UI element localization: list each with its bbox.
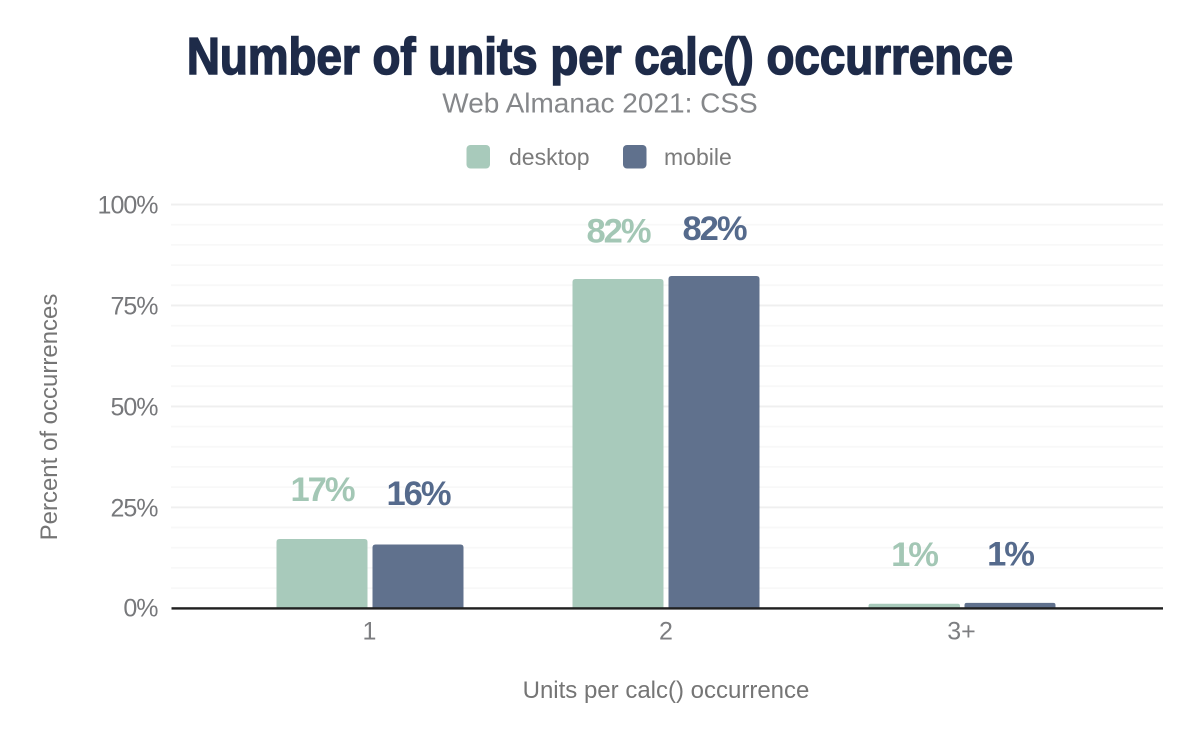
svg-text:Units per calc() occurrence: Units per calc() occurrence <box>523 677 810 704</box>
svg-text:25%: 25% <box>110 494 158 522</box>
svg-text:mobile: mobile <box>664 144 732 170</box>
svg-text:17%: 17% <box>290 471 354 509</box>
svg-text:Percent of occurrences: Percent of occurrences <box>36 294 63 541</box>
svg-text:75%: 75% <box>110 292 158 320</box>
svg-text:1%: 1% <box>987 536 1034 574</box>
svg-text:82%: 82% <box>586 213 650 251</box>
svg-text:desktop: desktop <box>509 144 590 170</box>
svg-text:50%: 50% <box>110 393 158 421</box>
svg-text:3+: 3+ <box>947 618 976 646</box>
svg-text:2: 2 <box>659 618 673 646</box>
svg-text:Number of units per calc() occ: Number of units per calc() occurrence <box>187 28 1013 85</box>
svg-text:100%: 100% <box>98 191 159 219</box>
svg-text:1: 1 <box>363 618 377 646</box>
svg-text:16%: 16% <box>386 475 450 513</box>
svg-text:Web Almanac 2021: CSS: Web Almanac 2021: CSS <box>442 88 757 119</box>
svg-text:0%: 0% <box>123 595 158 623</box>
svg-text:1%: 1% <box>891 536 938 574</box>
svg-text:82%: 82% <box>682 210 746 248</box>
